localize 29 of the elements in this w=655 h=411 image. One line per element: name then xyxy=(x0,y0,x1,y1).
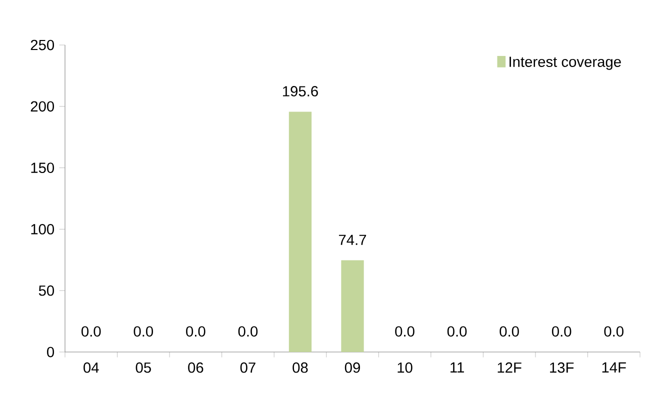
x-tick-label: 06 xyxy=(188,362,204,373)
x-tick-label: 09 xyxy=(344,362,360,373)
y-tick-label: 100 xyxy=(31,224,54,234)
legend-label: Interest coverage xyxy=(510,56,621,70)
x-tick-label: 10 xyxy=(398,362,412,373)
data-label: 74.7 xyxy=(338,234,366,245)
data-label: 0.0 xyxy=(238,326,258,337)
data-label: 195.6 xyxy=(282,86,318,96)
data-label: 0.0 xyxy=(82,326,101,337)
x-tick-label: 07 xyxy=(240,362,256,373)
data-label: 0.0 xyxy=(134,326,154,337)
y-tick-label: 0 xyxy=(47,346,54,358)
data-label: 0.0 xyxy=(395,326,414,337)
y-tick-label: 200 xyxy=(30,101,54,112)
x-tick-label: 14F xyxy=(602,362,626,372)
data-label: 0.0 xyxy=(500,326,519,337)
x-tick-label: 04 xyxy=(84,362,99,373)
x-tick-label: 11 xyxy=(450,362,464,372)
x-tick-label: 05 xyxy=(136,362,151,373)
x-tick-label: 08 xyxy=(292,362,308,373)
data-label: 0.0 xyxy=(447,326,467,337)
data-label: 0.0 xyxy=(552,326,572,337)
x-tick-label: 13F xyxy=(550,362,574,373)
y-tick-label: 150 xyxy=(31,162,54,173)
x-tick-label: 12F xyxy=(498,362,522,373)
y-tick-label: 50 xyxy=(38,285,54,296)
data-label: 0.0 xyxy=(186,326,206,337)
data-label: 0.0 xyxy=(604,326,624,337)
y-tick-label: 250 xyxy=(30,40,54,50)
